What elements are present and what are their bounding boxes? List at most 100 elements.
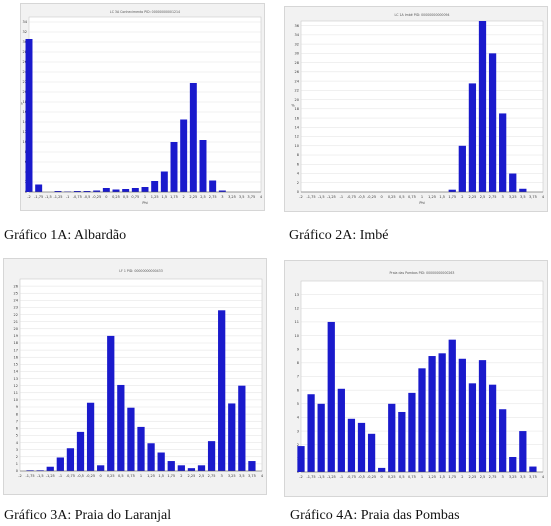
- y-tick-label: 0: [25, 190, 27, 194]
- chart-panel-1: 0246810121416182022242628303234-2-1,75-1…: [20, 3, 265, 211]
- y-tick-label: 4: [297, 172, 300, 176]
- x-tick-label: 2,75: [489, 195, 497, 199]
- x-tick-label: -0,25: [92, 195, 101, 199]
- y-tick-label: 21: [14, 320, 18, 324]
- y-tick-label: 6: [16, 427, 18, 431]
- bar: [529, 466, 537, 472]
- x-tick-label: -0,25: [86, 474, 95, 478]
- x-tick-label: 3,25: [228, 474, 236, 478]
- bar: [141, 187, 149, 192]
- y-tick-label: 25: [14, 291, 18, 295]
- bar: [187, 468, 196, 471]
- y-tick-label: 0: [297, 470, 299, 474]
- y-tick-label: 18: [23, 100, 27, 104]
- x-tick-label: 1,25: [147, 474, 155, 478]
- x-tick-label: 0,75: [127, 474, 135, 478]
- x-tick-label: -1,25: [327, 195, 336, 199]
- x-tick-label: 1,5: [439, 475, 445, 479]
- bar: [317, 403, 325, 472]
- bar: [122, 189, 130, 192]
- x-tick-label: 1,75: [167, 474, 175, 478]
- y-axis-label: %: [291, 104, 295, 108]
- x-tick-label: 3,5: [239, 195, 245, 199]
- bar: [160, 171, 168, 192]
- x-tick-label: 0,25: [107, 474, 115, 478]
- x-tick-label: -1: [340, 475, 344, 479]
- x-tick-label: 0: [105, 195, 107, 199]
- x-tick-label: 0,75: [131, 195, 139, 199]
- x-tick-label: 1,5: [439, 195, 445, 199]
- y-tick-label: 14: [295, 125, 300, 129]
- y-tick-label: 8: [297, 153, 299, 157]
- bar: [228, 403, 236, 471]
- y-tick-label: 5: [16, 434, 18, 438]
- x-tick-label: 2,75: [489, 475, 497, 479]
- bar: [519, 431, 527, 472]
- y-tick-label: 32: [23, 30, 27, 34]
- x-tick-label: 0,75: [408, 475, 416, 479]
- x-tick-label: -0,25: [367, 195, 376, 199]
- bar: [157, 452, 165, 471]
- y-tick-label: 11: [14, 391, 18, 395]
- x-tick-label: 1,5: [162, 195, 168, 199]
- y-tick-label: 20: [23, 90, 27, 94]
- x-tick-label: -1,75: [307, 195, 316, 199]
- y-tick-label: 7: [297, 375, 299, 379]
- bar: [218, 310, 226, 471]
- x-tick-label: 3,75: [529, 475, 537, 479]
- y-tick-label: 12: [295, 135, 299, 139]
- x-tick-label: 2,5: [199, 474, 205, 478]
- y-tick-label: 22: [23, 80, 27, 84]
- bar: [218, 190, 226, 192]
- x-tick-label: -2: [299, 195, 303, 199]
- x-tick-label: 2: [183, 195, 185, 199]
- x-tick-label: 1,75: [170, 195, 178, 199]
- x-tick-label: 0,5: [399, 475, 405, 479]
- x-tick-label: 0,5: [123, 195, 129, 199]
- x-tick-label: 3: [502, 195, 504, 199]
- bar: [25, 39, 33, 192]
- bar: [378, 467, 386, 472]
- x-tick-label: -0,75: [347, 195, 356, 199]
- bar: [428, 356, 436, 472]
- y-tick-label: 12: [14, 384, 18, 388]
- bar: [238, 385, 246, 471]
- x-tick-label: 1: [144, 195, 146, 199]
- bar: [54, 191, 62, 192]
- y-tick-label: 15: [14, 363, 18, 367]
- bar: [458, 145, 466, 192]
- x-tick-label: 1,25: [428, 475, 436, 479]
- bar: [97, 465, 105, 471]
- y-tick-label: 6: [297, 388, 299, 392]
- bar: [131, 188, 139, 192]
- bar: [83, 191, 91, 192]
- y-tick-label: 8: [16, 412, 18, 416]
- y-tick-label: 16: [295, 116, 299, 120]
- bar: [307, 394, 315, 472]
- y-tick-label: 13: [14, 377, 18, 381]
- bar: [509, 456, 517, 472]
- bar: [177, 465, 185, 471]
- x-tick-label: -1,75: [34, 195, 43, 199]
- x-tick-label: 3: [502, 475, 504, 479]
- x-tick-label: 3,75: [529, 195, 537, 199]
- y-tick-label: 14: [14, 370, 19, 374]
- x-tick-label: -2: [299, 475, 303, 479]
- bar: [398, 411, 406, 472]
- x-tick-label: -1,5: [37, 474, 44, 478]
- chart-title: Praia das Pombas PID: 00000000000263: [390, 271, 455, 275]
- caption-grafico-3a: Gráfico 3A: Praia do Laranjal: [4, 508, 172, 523]
- y-tick-label: 22: [295, 89, 299, 93]
- x-tick-label: -0,25: [367, 475, 376, 479]
- x-tick-label: 3,5: [239, 474, 245, 478]
- chart-title: LC 3A Conhecimento PID: 00000000001214: [110, 10, 180, 14]
- bar: [189, 83, 197, 192]
- y-tick-label: 11: [295, 320, 299, 324]
- bar: [170, 142, 178, 192]
- bar: [127, 407, 135, 471]
- y-tick-label: 20: [295, 98, 299, 102]
- y-tick-label: 14: [23, 120, 28, 124]
- x-tick-label: 1,75: [448, 195, 456, 199]
- bar: [388, 403, 396, 472]
